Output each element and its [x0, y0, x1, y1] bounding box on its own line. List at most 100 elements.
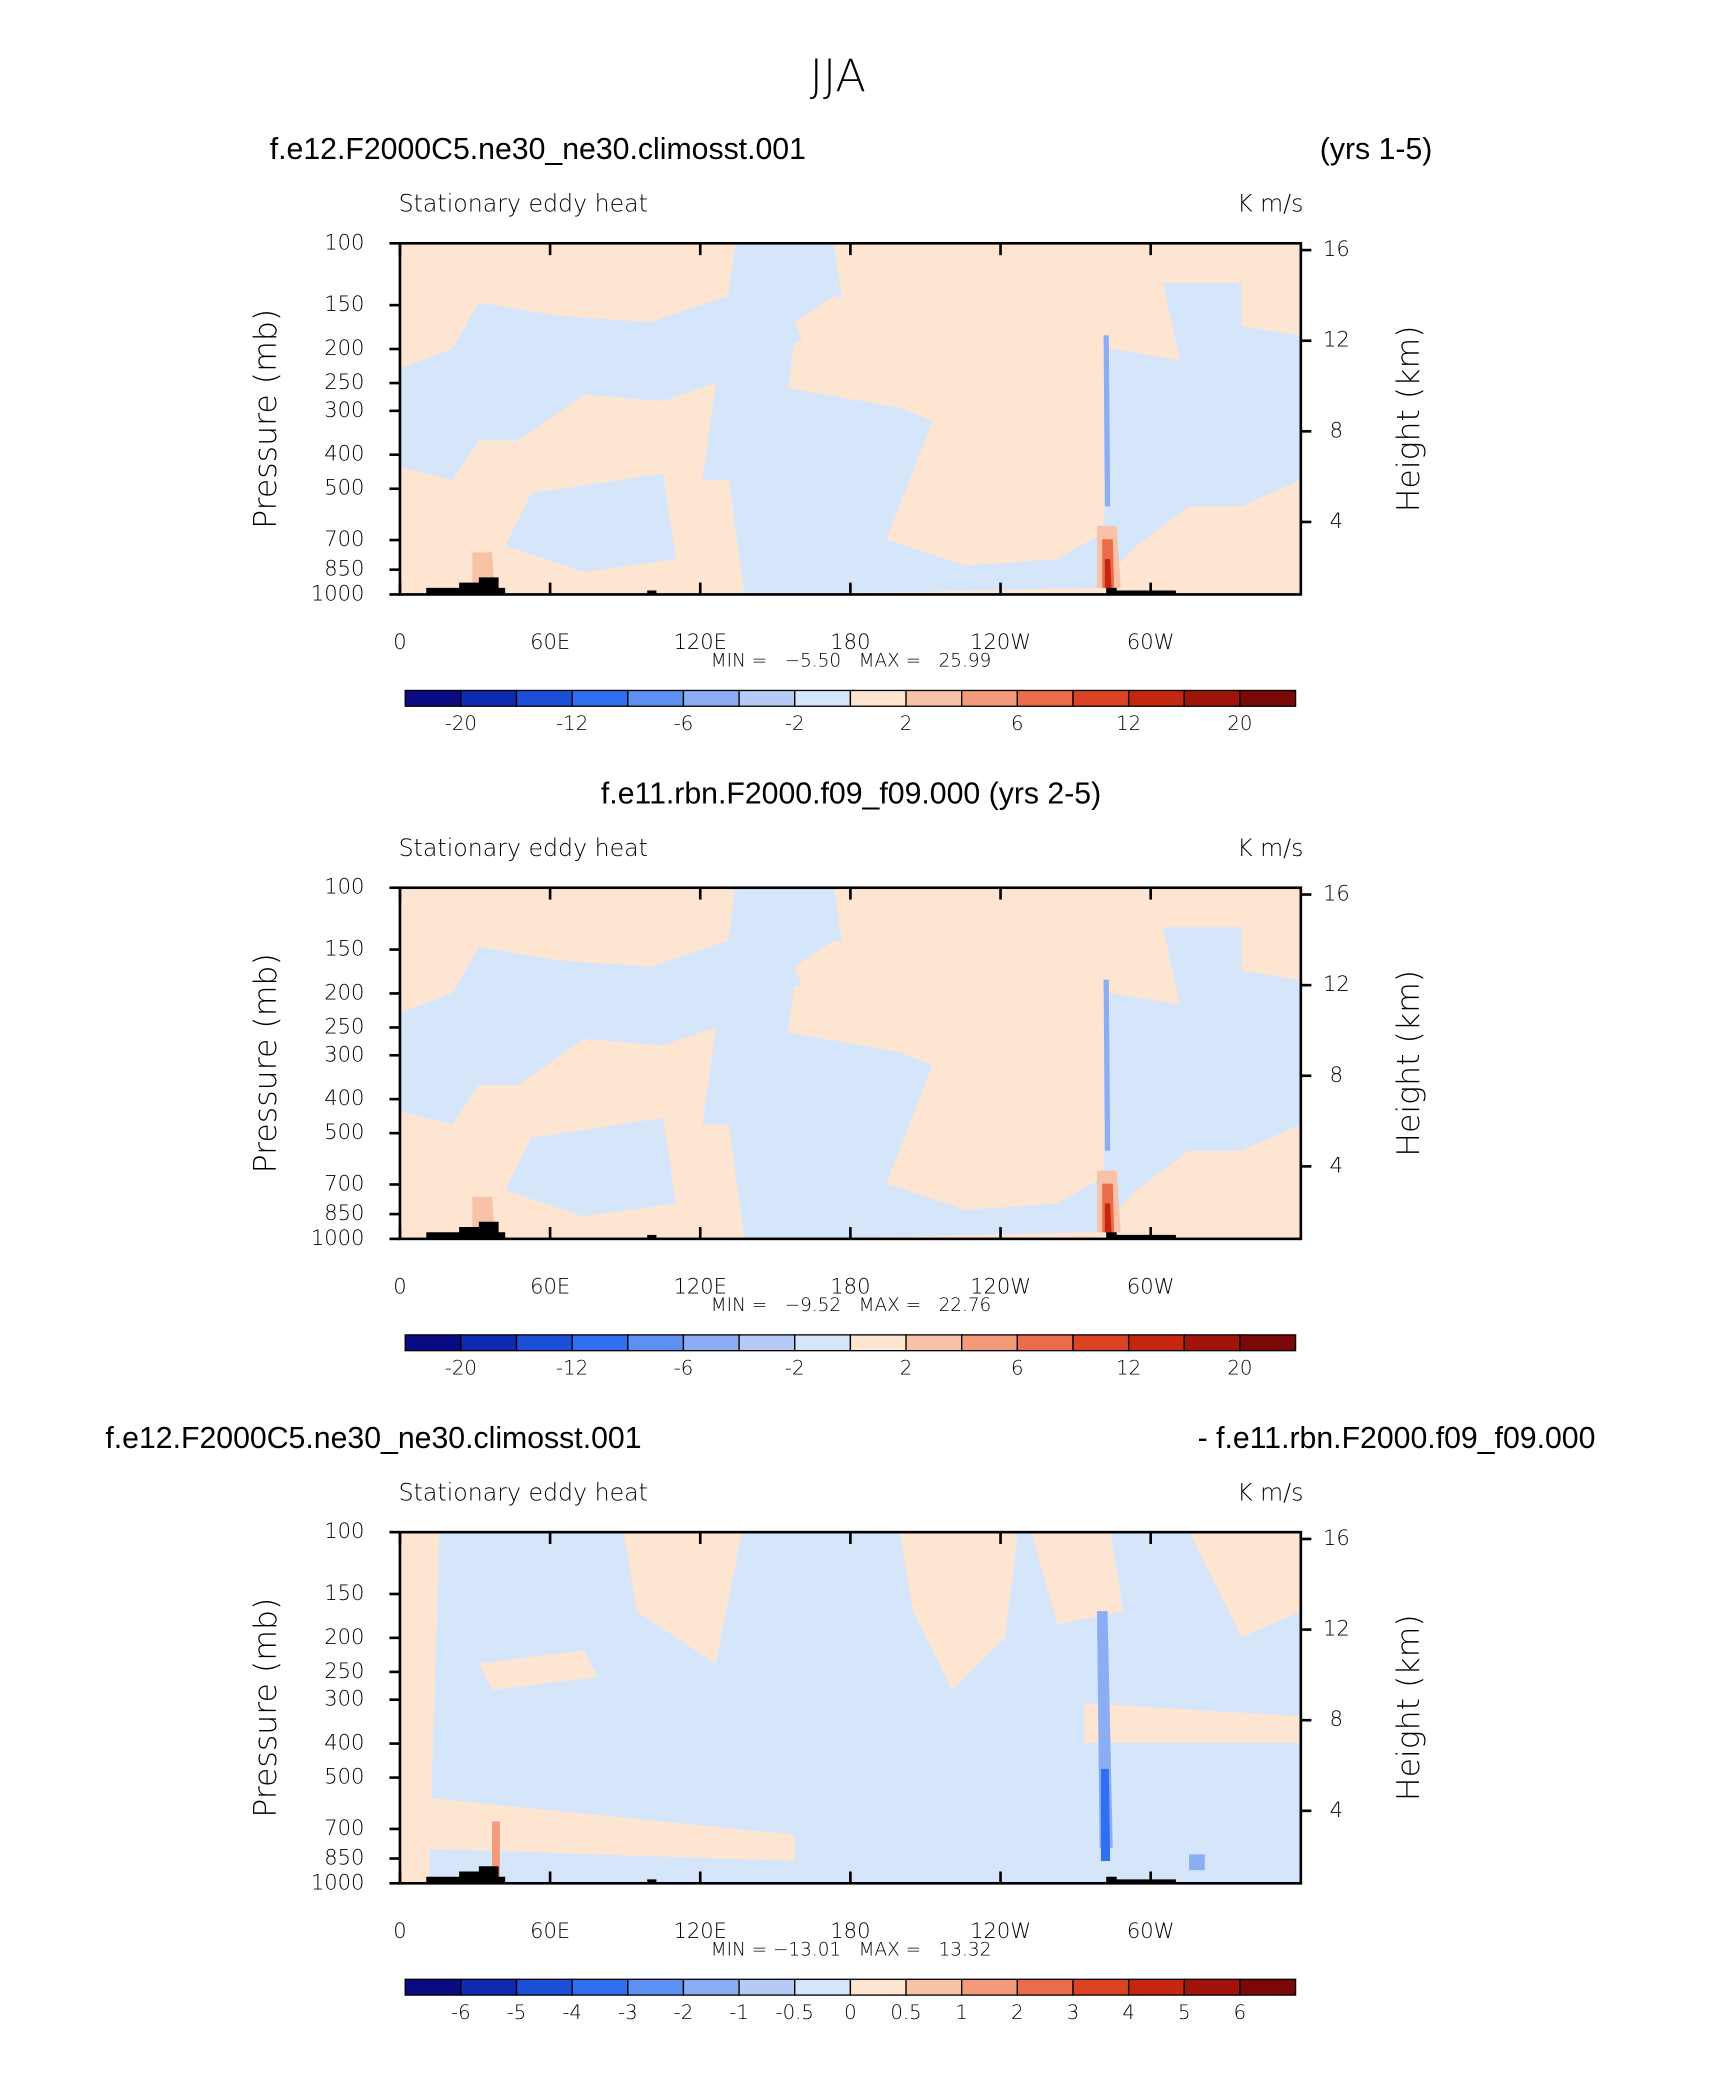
- colorbar-box: [1127, 1334, 1185, 1352]
- y-tick-label: 100: [324, 1518, 364, 1543]
- y-tick-label: 300: [324, 397, 364, 422]
- right-string: K m/s: [1237, 1479, 1303, 1507]
- colorbar-box: [961, 1978, 1018, 1996]
- y-tick-label: 700: [324, 1815, 364, 1840]
- colorbar-box: [1183, 689, 1241, 707]
- left-string: Stationary eddy heat: [399, 834, 648, 862]
- y2-axis-title: Height (km): [1391, 970, 1427, 1157]
- contour-field: [399, 243, 1301, 595]
- colorbar-box: [961, 1334, 1018, 1352]
- left-string: Stationary eddy heat: [399, 190, 648, 218]
- colorbar-label: 6: [1234, 2001, 1247, 2024]
- y-tick-label: 100: [324, 874, 364, 899]
- y2-axis-title: Height (km): [1391, 325, 1427, 512]
- colorbar-box: [460, 1334, 518, 1352]
- y-tick-label: 500: [324, 475, 364, 500]
- colorbar-box: [1072, 689, 1130, 707]
- field-region: [426, 577, 506, 595]
- y-tick-label: 250: [324, 369, 364, 394]
- field-region: [702, 887, 1301, 1239]
- colorbar-label: 6: [1011, 712, 1024, 735]
- field-region: [505, 473, 677, 573]
- field-region: [505, 1117, 677, 1217]
- colorbar-label: 6: [1011, 1357, 1024, 1380]
- y-tick-label: 1000: [311, 1225, 365, 1250]
- colorbar-label: 12: [1116, 1357, 1141, 1380]
- field-region: [1106, 1232, 1176, 1239]
- y-tick-label: 1000: [311, 580, 365, 605]
- colorbar-label: 2: [900, 712, 913, 735]
- field-region: [399, 1532, 440, 1884]
- colorbar-box: [1072, 1334, 1130, 1352]
- colorbar-box: [404, 1978, 462, 1996]
- colorbar-box: [1183, 1334, 1241, 1352]
- colorbar-label: 3: [1067, 2001, 1080, 2024]
- y-tick-label: 150: [324, 1580, 364, 1605]
- y-tick-label: 700: [324, 526, 364, 551]
- colorbar-box: [905, 689, 963, 707]
- y-tick-label: 150: [324, 291, 364, 316]
- colorbar-box: [1183, 1978, 1241, 1996]
- colorbar-box: [460, 689, 518, 707]
- field-region: [426, 1221, 506, 1239]
- colorbar-box: [1016, 1978, 1074, 1996]
- x-tick-label: 120W: [970, 629, 1031, 654]
- field-region: [794, 295, 874, 356]
- x-tick-label: 60E: [530, 1274, 570, 1299]
- min-max-stats: MIN = −9.52 MAX = 22.76: [711, 1295, 991, 1316]
- colorbar-label: -0.5: [776, 2001, 814, 2024]
- x-tick-label: 60W: [1127, 629, 1175, 654]
- colorbar-label: -6: [674, 712, 694, 735]
- colorbar-label: -20: [445, 712, 477, 735]
- left-string: Stationary eddy heat: [399, 1479, 648, 1507]
- field-region: [1031, 1532, 1124, 1625]
- colorbar-box: [682, 1978, 740, 1996]
- field-region: [899, 1532, 1019, 1690]
- colorbar-box: [571, 1334, 629, 1352]
- colorbar-box: [905, 1334, 963, 1352]
- colorbar-box: [627, 1334, 685, 1352]
- y-tick-label: 250: [324, 1013, 364, 1038]
- y-tick-label: 150: [324, 936, 364, 961]
- colorbar-box: [794, 689, 852, 707]
- colorbar-box: [905, 1978, 963, 1996]
- field-region: [478, 1650, 598, 1690]
- y-tick-label: 500: [324, 1119, 364, 1144]
- x-tick-label: 120E: [674, 1274, 727, 1299]
- colorbar-box: [738, 1334, 796, 1352]
- colorbar-box: [571, 1978, 629, 1996]
- colorbar-box: [515, 689, 573, 707]
- panel-title-right: (yrs 1-5): [1320, 133, 1433, 166]
- colorbar-box: [738, 689, 796, 707]
- colorbar-box: [404, 689, 462, 707]
- colorbar-box: [627, 689, 685, 707]
- field-region: [399, 940, 740, 1125]
- colorbar-box: [1239, 689, 1297, 707]
- x-tick-label: 60W: [1127, 1918, 1175, 1943]
- y-tick-label: 200: [324, 1624, 364, 1649]
- panel-title: f.e11.rbn.F2000.f09_f09.000 (yrs 2-5): [601, 778, 1101, 811]
- colorbar-box: [849, 689, 907, 707]
- colorbar-label: 4: [1122, 2001, 1135, 2024]
- right-string: K m/s: [1237, 834, 1303, 862]
- field-region: [1106, 587, 1176, 595]
- field-region: [702, 243, 1301, 595]
- y2-tick-label: 16: [1323, 881, 1350, 906]
- colorbar-label: -2: [785, 1357, 805, 1380]
- colorbar-label: -6: [674, 1357, 694, 1380]
- colorbar-box: [1016, 1334, 1074, 1352]
- colorbar-label: 20: [1227, 1357, 1252, 1380]
- field-region: [1104, 558, 1112, 588]
- field-region: [1106, 1876, 1176, 1884]
- y-tick-label: 200: [324, 335, 364, 360]
- colorbar-label: -12: [556, 1357, 588, 1380]
- colorbar-label: -2: [674, 2001, 694, 2024]
- field-region: [1189, 1532, 1301, 1638]
- colorbar-label: 2: [1011, 2001, 1024, 2024]
- x-tick-label: 180: [830, 1274, 870, 1299]
- colorbar-label: -20: [445, 1357, 477, 1380]
- colorbar-box: [1072, 1978, 1130, 1996]
- x-tick-label: 120E: [674, 1918, 727, 1943]
- colorbar-label: -6: [451, 2001, 471, 2024]
